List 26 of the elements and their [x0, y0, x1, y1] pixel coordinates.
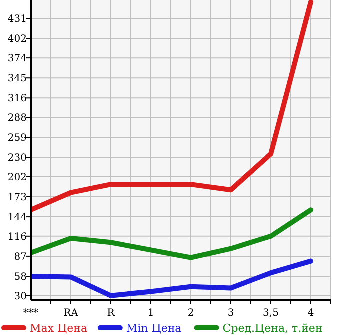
y-tick-label: 30 [14, 291, 27, 302]
legend-label: Сред.Цена, т.йен [222, 322, 323, 335]
y-tick-label: 116 [8, 232, 27, 243]
y-tick-label: 345 [8, 74, 27, 85]
legend-label: Min Цена [126, 322, 182, 335]
x-tick-label: 4 [308, 308, 314, 319]
y-tick-label: 288 [8, 113, 27, 124]
y-tick-label: 374 [8, 54, 27, 65]
y-tick-label: 87 [14, 252, 27, 263]
x-tick-label: R [107, 308, 116, 319]
x-tick-label: 3,5 [263, 308, 279, 319]
y-tick-label: 402 [8, 34, 27, 46]
x-tick-label: RA [64, 308, 80, 319]
y-tick-label: 316 [8, 94, 27, 105]
y-tick-label: 259 [8, 133, 27, 144]
y-tick-label: 58 [14, 272, 27, 283]
legend-label: Max Цена [30, 322, 88, 335]
x-tick-label: 2 [188, 308, 194, 319]
y-tick-label: 202 [8, 172, 27, 184]
y-tick-label: 230 [8, 153, 27, 164]
y-tick-label: 144 [8, 212, 27, 224]
y-tick-label: 173 [8, 192, 27, 204]
x-tick-label: 3 [228, 308, 234, 319]
y-tick-label: 431 [8, 14, 27, 26]
x-tick-label: *** [24, 308, 38, 319]
x-tick-label: 1 [148, 308, 154, 319]
